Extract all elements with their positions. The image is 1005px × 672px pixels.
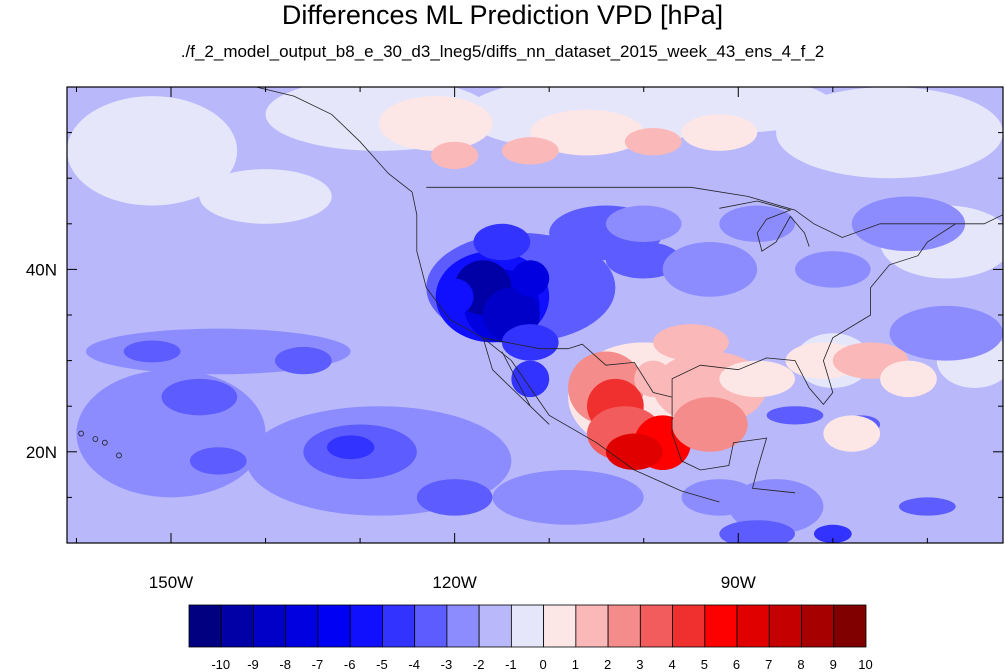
field-blob <box>624 128 682 156</box>
colorbar-swatch <box>478 604 512 648</box>
longitude-label: 120W <box>432 573 476 592</box>
longitude-label: 150W <box>149 573 193 592</box>
field-blob <box>880 360 937 398</box>
colorbar-label: 3 <box>636 657 643 672</box>
colorbar-swatch <box>672 604 706 648</box>
coastline-and-border-outlines <box>78 87 1003 503</box>
field-blob <box>379 96 493 151</box>
colorbar-label: -3 <box>441 657 453 672</box>
field-blob <box>327 435 375 460</box>
colorbar-label: -1 <box>505 657 517 672</box>
colorbar-label: -6 <box>344 657 356 672</box>
colorbar-swatch <box>639 604 673 648</box>
field-blob <box>719 360 795 398</box>
colorbar-label: -2 <box>473 657 485 672</box>
colorbar-label: -5 <box>376 657 388 672</box>
colorbar-label: 7 <box>765 657 772 672</box>
plot-subtitle: ./f_2_model_output_b8_e_30_d3_lneg5/diff… <box>180 42 825 61</box>
field-blob <box>634 360 673 398</box>
vpd-difference-field <box>67 87 1003 543</box>
field-blob <box>681 114 758 151</box>
field-blob <box>776 87 1003 179</box>
field-blob <box>728 479 824 534</box>
field-blob <box>435 278 474 316</box>
field-blob <box>416 479 493 516</box>
colorbar-swatch <box>575 604 609 648</box>
field-blob <box>501 324 559 361</box>
field-blob <box>766 406 824 425</box>
colorbar-label: -7 <box>312 657 324 672</box>
latitude-labels: 40N 20N <box>26 260 57 461</box>
field-blob <box>605 242 682 279</box>
colorbar-swatch <box>833 604 867 648</box>
field-blob <box>813 524 852 543</box>
colorbar-swatch <box>285 604 319 648</box>
colorbar-swatch <box>253 604 287 648</box>
latitude-label: 40N <box>26 260 57 279</box>
field-blob <box>431 141 479 170</box>
colorbar-label: 6 <box>733 657 740 672</box>
colorbar-label: -9 <box>247 657 259 672</box>
field-blob <box>67 96 238 206</box>
field-blob <box>889 305 1003 361</box>
colorbar: -10 -9 -8 -7 -6 -5 -4 -3 -2 -1 0 1 2 3 4 5 6 7 8 9 10 <box>188 604 873 672</box>
field-blob <box>123 340 181 363</box>
plot-title: Differences ML Prediction VPD [hPa] <box>281 0 724 30</box>
field-blob <box>795 251 871 288</box>
field-blob <box>899 497 956 516</box>
field-blob <box>530 109 644 156</box>
axis-ticks <box>67 86 1003 544</box>
colorbar-label: 0 <box>540 657 547 672</box>
colorbar-label: 1 <box>572 657 579 672</box>
colorbar-label: -10 <box>211 657 230 672</box>
field-blob <box>511 360 550 398</box>
colorbar-label: 4 <box>668 657 675 672</box>
field-blob <box>511 260 550 297</box>
field-blob <box>189 447 247 475</box>
longitude-label: 90W <box>721 573 756 592</box>
field-blob <box>653 324 729 361</box>
colorbar-label: 8 <box>797 657 804 672</box>
colorbar-swatch <box>414 604 448 648</box>
field-blob <box>275 346 332 375</box>
latitude-label: 20N <box>26 443 57 462</box>
colorbar-swatch <box>188 604 222 648</box>
colorbar-swatch <box>349 604 383 648</box>
field-blob <box>161 378 238 416</box>
colorbar-label: 2 <box>604 657 611 672</box>
field-blob <box>605 433 663 471</box>
field-blob <box>719 205 795 243</box>
colorbar-swatch <box>801 604 835 648</box>
colorbar-label: 10 <box>858 657 872 672</box>
colorbar-swatch <box>220 604 254 648</box>
field-blob <box>492 470 644 525</box>
colorbar-swatch <box>736 604 770 648</box>
field-blob <box>662 242 758 297</box>
colorbar-label: -8 <box>279 657 291 672</box>
colorbar-swatch <box>543 604 577 648</box>
colorbar-swatch <box>704 604 738 648</box>
colorbar-swatch <box>446 604 480 648</box>
field-blob <box>672 397 748 452</box>
colorbar-swatch <box>317 604 351 648</box>
colorbar-swatch <box>607 604 641 648</box>
colorbar-label: 5 <box>701 657 708 672</box>
colorbar-label: -4 <box>408 657 420 672</box>
colorbar-label: 9 <box>830 657 837 672</box>
colorbar-swatch <box>382 604 416 648</box>
colorbar-swatch <box>768 604 802 648</box>
field-blob <box>501 137 559 165</box>
field-blob <box>473 223 531 261</box>
field-blob <box>823 415 881 452</box>
field-blob <box>605 205 682 243</box>
field-blob <box>199 169 332 224</box>
colorbar-swatch <box>510 604 545 648</box>
longitude-labels: 150W 120W 90W <box>149 573 756 592</box>
